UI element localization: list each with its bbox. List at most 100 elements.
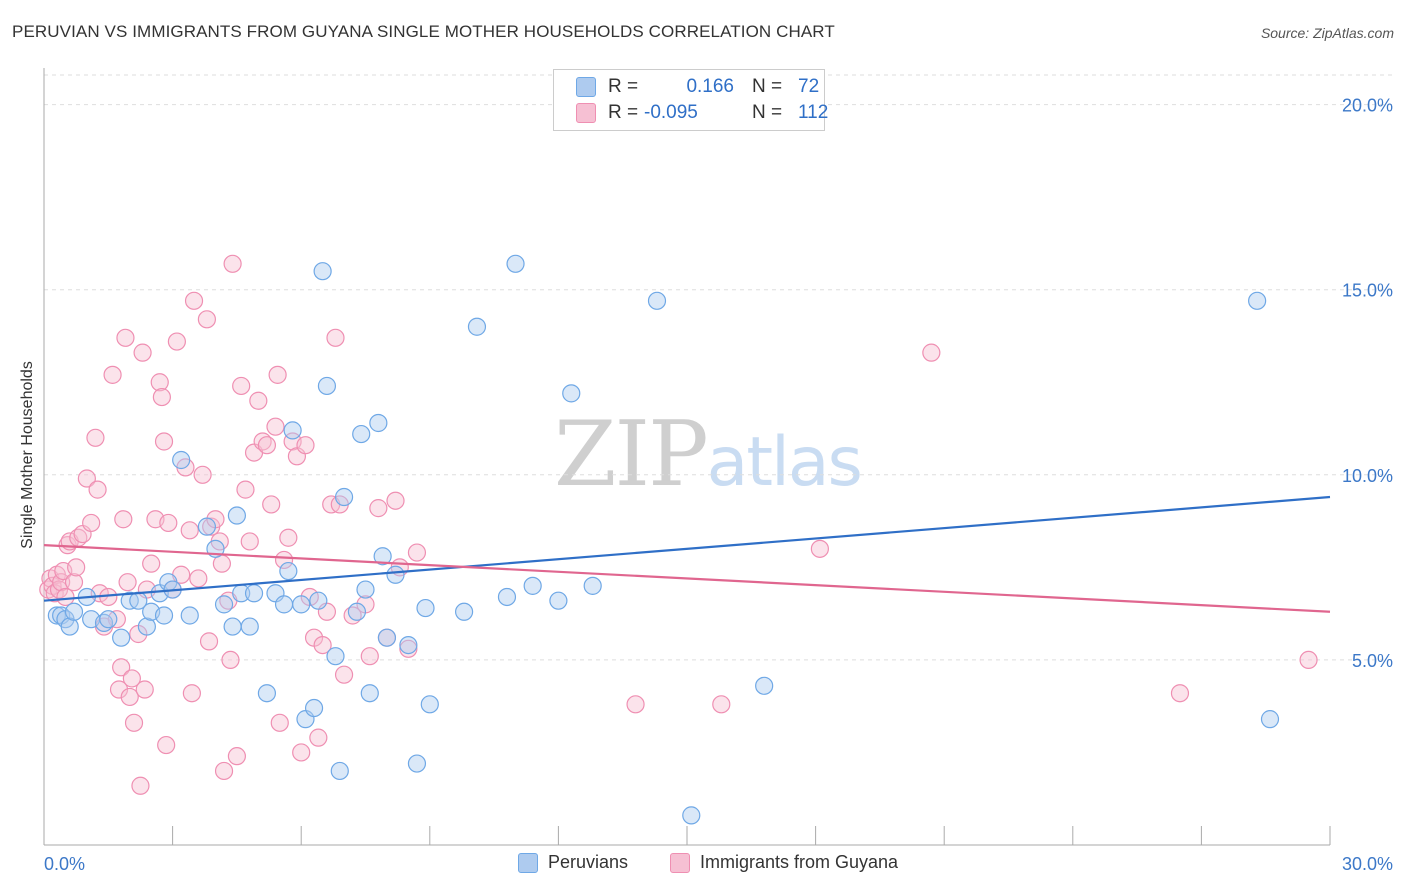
data-point-peruvians	[506, 254, 525, 273]
data-point-guyana	[122, 669, 141, 688]
data-point-peruvians	[523, 576, 542, 595]
data-point-guyana	[114, 510, 133, 529]
data-point-guyana	[133, 343, 152, 362]
trend-line-peruvians	[43, 495, 1331, 602]
data-point-guyana	[142, 554, 161, 573]
data-point-guyana	[184, 291, 204, 310]
data-point-guyana	[199, 632, 219, 651]
data-point-peruvians	[227, 506, 246, 525]
trend-line-guyana	[43, 544, 1331, 613]
data-point-guyana	[154, 432, 174, 451]
data-point-guyana	[360, 647, 379, 666]
data-point-guyana	[109, 680, 129, 699]
data-point-peruvians	[334, 487, 354, 507]
data-point-guyana	[82, 513, 101, 533]
corr-r-label: R =	[608, 102, 639, 123]
data-point-guyana	[249, 391, 268, 410]
data-point-peruvians	[292, 595, 311, 614]
data-point-guyana	[152, 387, 171, 407]
x-tick-label: 30.0%	[1342, 854, 1393, 874]
data-point-peruvians	[240, 617, 259, 636]
data-point-peruvians	[1248, 291, 1267, 310]
data-point-guyana	[150, 373, 169, 392]
watermark-atlas: atlas	[706, 423, 863, 502]
data-point-peruvians	[180, 606, 199, 625]
data-point-guyana	[268, 365, 287, 384]
corr-n-value: 112	[798, 102, 829, 123]
data-point-guyana	[56, 587, 75, 607]
data-point-guyana	[262, 495, 281, 514]
data-point-peruvians	[407, 754, 427, 773]
data-point-guyana	[103, 365, 122, 384]
data-point-guyana	[221, 650, 240, 670]
series-peruvians	[47, 254, 1280, 825]
legend-swatch-pink	[670, 852, 690, 873]
data-point-guyana	[292, 743, 311, 762]
y-tick-label: 5.0%	[1352, 651, 1393, 671]
data-point-guyana	[86, 428, 105, 447]
data-point-peruvians	[330, 761, 349, 781]
chart-title: PERUVIAN VS IMMIGRANTS FROM GUYANA SINGL…	[12, 22, 835, 41]
data-point-peruvians	[279, 561, 298, 581]
data-point-peruvians	[360, 684, 379, 703]
data-point-guyana	[407, 543, 427, 562]
data-point-guyana	[274, 550, 294, 570]
legend-item-guyana: Immigrants from Guyana	[670, 852, 898, 873]
data-point-guyana	[236, 480, 255, 499]
data-point-guyana	[77, 469, 96, 488]
x-tick-label: 0.0%	[44, 854, 85, 874]
data-point-guyana	[67, 558, 86, 577]
data-point-guyana	[124, 713, 144, 732]
data-point-guyana	[326, 328, 345, 347]
data-point-guyana	[49, 580, 69, 599]
data-point-peruvians	[309, 591, 328, 610]
data-point-guyana	[266, 417, 285, 436]
data-point-peruvians	[317, 376, 337, 396]
corr-r-value: 0.166	[686, 76, 734, 97]
legend-item-peruvians: Peruvians	[518, 852, 628, 873]
data-point-guyana	[135, 680, 154, 699]
corr-n-value: 72	[798, 76, 820, 97]
data-point-guyana	[193, 465, 212, 484]
data-point-peruvians	[352, 424, 371, 444]
data-point-peruvians	[369, 413, 388, 433]
data-point-peruvians	[154, 606, 174, 625]
data-point-guyana	[52, 573, 71, 592]
data-point-peruvians	[682, 806, 701, 825]
data-point-peruvians	[755, 676, 774, 695]
data-point-guyana	[88, 480, 107, 499]
data-point-guyana	[118, 573, 137, 592]
data-point-peruvians	[274, 595, 294, 614]
data-point-peruvians	[373, 547, 392, 566]
data-point-peruvians	[99, 610, 118, 629]
correlation-legend: R = 0.166 N = 72 R = -0.095 N = 112	[553, 69, 828, 131]
data-point-guyana	[334, 665, 354, 684]
correlation-row-guyana: R = -0.095 N = 112	[576, 101, 828, 125]
data-point-guyana	[223, 254, 242, 273]
y-tick-label: 10.0%	[1342, 466, 1393, 486]
data-point-peruvians	[356, 580, 375, 599]
data-point-peruvians	[420, 695, 439, 714]
data-point-peruvians	[583, 576, 602, 595]
data-point-guyana	[1299, 650, 1318, 670]
data-point-guyana	[189, 569, 208, 588]
corr-n-label: N =	[752, 102, 783, 123]
data-point-guyana	[296, 436, 315, 455]
data-point-peruvians	[377, 628, 397, 647]
data-point-peruvians	[386, 565, 405, 584]
data-point-peruvians	[416, 598, 435, 618]
data-point-peruvians	[549, 591, 568, 610]
data-point-peruvians	[172, 450, 191, 470]
data-point-guyana	[313, 635, 332, 655]
y-tick-label: 20.0%	[1342, 96, 1393, 116]
data-point-guyana	[131, 776, 150, 795]
axes	[43, 68, 1331, 846]
bottom-legend: Peruvians Immigrants from Guyana	[0, 852, 1406, 876]
data-point-peruvians	[304, 698, 324, 718]
data-point-peruvians	[497, 587, 517, 607]
tick-labels: 5.0% 10.0% 15.0% 20.0% 0.0% 30.0%	[44, 96, 1393, 874]
trend-lines	[43, 495, 1331, 613]
grid-lines	[44, 74, 1393, 661]
watermark-zip: ZIP	[554, 402, 709, 507]
